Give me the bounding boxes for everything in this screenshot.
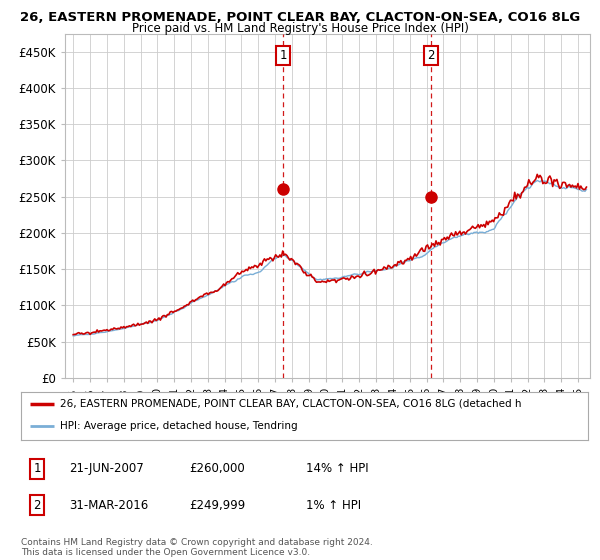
Text: 26, EASTERN PROMENADE, POINT CLEAR BAY, CLACTON-ON-SEA, CO16 8LG (detached h: 26, EASTERN PROMENADE, POINT CLEAR BAY, … <box>59 399 521 409</box>
Text: 2: 2 <box>427 49 434 62</box>
Text: 31-MAR-2016: 31-MAR-2016 <box>69 498 148 512</box>
Text: 1: 1 <box>279 49 287 62</box>
Text: 2: 2 <box>34 498 41 512</box>
Text: 21-JUN-2007: 21-JUN-2007 <box>69 462 144 475</box>
Text: 26, EASTERN PROMENADE, POINT CLEAR BAY, CLACTON-ON-SEA, CO16 8LG: 26, EASTERN PROMENADE, POINT CLEAR BAY, … <box>20 11 580 24</box>
Text: 1: 1 <box>34 462 41 475</box>
Text: Contains HM Land Registry data © Crown copyright and database right 2024.
This d: Contains HM Land Registry data © Crown c… <box>21 538 373 557</box>
Text: 1% ↑ HPI: 1% ↑ HPI <box>306 498 361 512</box>
Text: Price paid vs. HM Land Registry's House Price Index (HPI): Price paid vs. HM Land Registry's House … <box>131 22 469 35</box>
Text: £260,000: £260,000 <box>189 462 245 475</box>
Text: HPI: Average price, detached house, Tendring: HPI: Average price, detached house, Tend… <box>59 421 297 431</box>
Text: £249,999: £249,999 <box>189 498 245 512</box>
Text: 14% ↑ HPI: 14% ↑ HPI <box>306 462 368 475</box>
